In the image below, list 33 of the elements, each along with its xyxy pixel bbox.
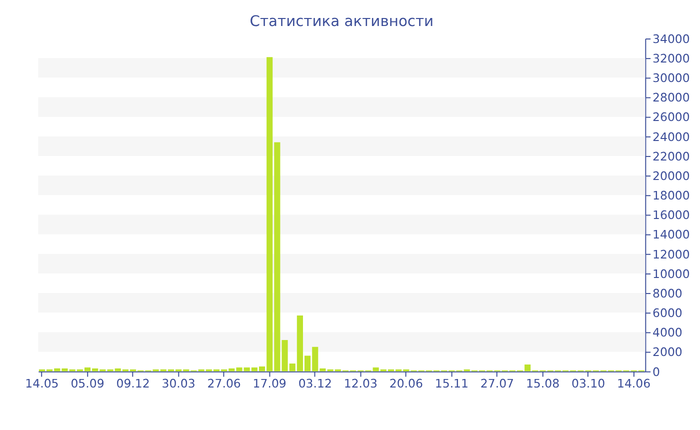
y-tick-label: 14000 (652, 228, 690, 242)
x-tick-label: 12.03 (344, 376, 378, 391)
x-tick-label: 03.12 (298, 376, 332, 391)
x-tick-label: 20.06 (389, 376, 423, 391)
y-tick-label: 22000 (652, 149, 690, 164)
y-tick-label: 30000 (652, 71, 690, 86)
y-tick-label: 12000 (652, 247, 690, 262)
x-tick-label: 30.03 (162, 376, 196, 391)
x-tick-label: 05.09 (70, 376, 104, 391)
x-tick-label: 15.11 (434, 376, 468, 391)
y-tick-label: 28000 (652, 90, 690, 105)
y-tick-label: 6000 (652, 306, 682, 320)
y-tick-label: 20000 (652, 168, 690, 183)
y-tick-label: 0 (652, 364, 660, 379)
y-tick-label: 18000 (652, 188, 690, 203)
x-tick-label: 27.06 (207, 376, 241, 391)
x-tick-label: 15.08 (526, 376, 560, 391)
y-tick-label: 8000 (652, 286, 682, 300)
x-tick-label: 09.12 (116, 376, 150, 391)
y-tick-label: 34000 (652, 32, 690, 46)
chart-title: Статистика активности (250, 12, 434, 30)
x-tick-label: 14.06 (616, 376, 651, 391)
x-tick-label: 14.05 (25, 376, 59, 391)
y-tick-label: 24000 (652, 130, 690, 144)
y-tick-label: 26000 (652, 110, 690, 124)
x-tick-label: 27.07 (480, 376, 514, 391)
y-tick-label: 10000 (652, 266, 690, 281)
y-tick-label: 2000 (652, 345, 682, 360)
y-tick-label: 16000 (652, 208, 690, 222)
x-tick-label: 03.10 (571, 376, 606, 391)
x-tick-label: 17.09 (252, 376, 286, 391)
y-tick-label: 32000 (652, 51, 690, 66)
y-tick-label: 4000 (652, 326, 682, 340)
